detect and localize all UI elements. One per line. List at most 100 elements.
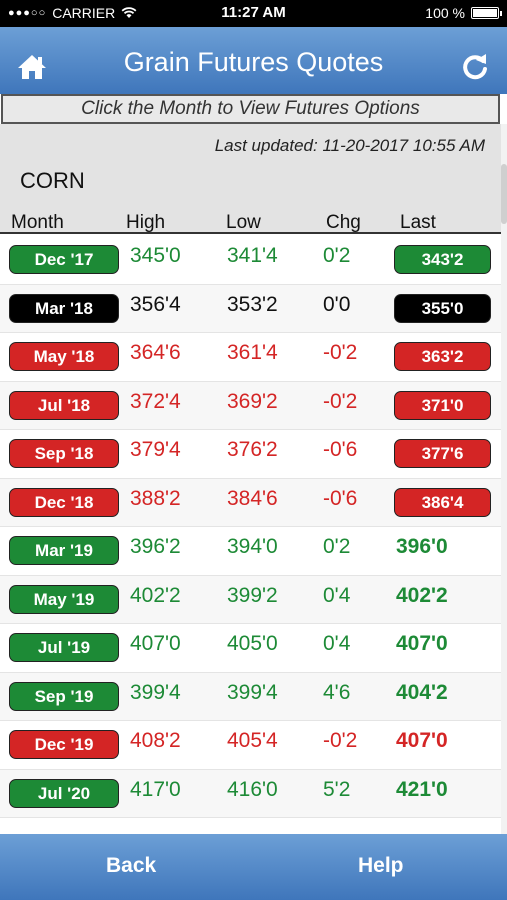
last-price-badge: 363'2 [394,342,491,371]
battery-icon [471,7,502,19]
change-value: 0'4 [323,632,351,655]
quotes-summary: Last updated: 11-20-2017 10:55 AM CORN M… [0,124,501,234]
change-value: -0'6 [323,438,358,461]
last-price-badge: 343'2 [394,245,491,274]
change-value: -0'2 [323,389,358,413]
high-value: 345'0 [130,244,181,267]
app-header: Grain Futures Quotes [0,27,507,94]
low-value: 353'2 [227,292,278,316]
change-value: 0'0 [323,292,351,316]
month-button[interactable]: May '18 [9,342,119,371]
table-row: May '19 402'2 399'2 0'4 402'2 [0,575,501,624]
month-button[interactable]: Sep '18 [9,439,119,468]
last-price-badge: 386'4 [394,487,491,517]
change-value: 0'2 [323,535,351,558]
low-value: 416'0 [227,777,278,801]
low-value: 361'4 [227,341,278,364]
high-value: 388'2 [130,486,181,510]
table-row: Jul '20 417'0 416'0 5'2 421'0 [0,769,501,818]
page-title: Grain Futures Quotes [123,47,384,77]
column-header-chg: Chg [326,212,361,233]
column-headers: Month High Low Chg Last [0,212,501,234]
refresh-icon [463,54,487,80]
month-button[interactable]: Dec '17 [9,245,119,274]
low-value: 341'4 [227,244,278,267]
last-price: 407'0 [396,729,448,752]
scrollbar[interactable] [501,124,507,834]
table-row: Jul '19 407'0 405'0 0'4 407'0 [0,624,501,673]
high-value: 356'4 [130,292,181,316]
wifi-icon [121,7,137,18]
quotes-table: Dec '17 345'0 341'4 0'2 343'2 Mar '18 356'4 353… [0,236,501,834]
last-updated-label: Last updated: 11-20-2017 10:55 AM [214,136,485,155]
table-row: Jul '18 372'4 369'2 -0'2 371'0 [0,381,501,430]
high-value: 364'6 [130,341,181,364]
instruction-banner: Click the Month to View Futures Options [1,94,500,124]
change-value: -0'6 [323,486,358,510]
battery-label: 100 % [425,5,465,21]
low-value: 384'6 [227,486,278,510]
low-value: 399'4 [227,680,278,704]
low-value: 399'2 [227,583,278,607]
low-value: 394'0 [227,535,278,558]
last-price: 402'2 [396,583,448,607]
refresh-button[interactable] [459,51,491,83]
home-button[interactable] [16,53,48,81]
footer-toolbar: Back Help [0,834,507,900]
battery-group: 100 % [425,5,502,21]
signal-icon: ●●●○○ [8,7,47,19]
high-value: 407'0 [130,632,181,655]
column-header-last: Last [400,212,436,233]
month-button[interactable]: Dec '18 [9,487,119,517]
month-button[interactable]: May '19 [9,584,119,614]
high-value: 372'4 [130,389,181,413]
change-value: 0'2 [323,244,351,267]
carrier-group: ●●●○○ CARRIER [8,5,137,21]
last-price-badge: 371'0 [394,390,491,420]
table-row: Sep '18 379'4 376'2 -0'6 377'6 [0,430,501,479]
high-value: 402'2 [130,583,181,607]
month-button[interactable]: Jul '18 [9,390,119,420]
month-button[interactable]: Jul '20 [9,778,119,808]
change-value: -0'2 [323,341,358,364]
month-button[interactable]: Sep '19 [9,681,119,711]
carrier-label: CARRIER [52,5,116,21]
change-value: 5'2 [323,777,351,801]
status-time: 11:27 AM [221,4,286,21]
table-row: Sep '19 399'4 399'4 4'6 404'2 [0,672,501,721]
table-row: May '18 364'6 361'4 -0'2 363'2 [0,333,501,382]
low-value: 369'2 [227,389,278,413]
table-row: Dec '19 408'2 405'4 -0'2 407'0 [0,721,501,770]
table-row: Dec '18 388'2 384'6 -0'6 386'4 [0,478,501,527]
last-price: 396'0 [396,535,448,558]
column-header-low: Low [226,212,261,233]
high-value: 408'2 [130,729,181,752]
table-row: Mar '19 396'2 394'0 0'2 396'0 [0,527,501,576]
month-button[interactable]: Jul '19 [9,633,119,662]
back-button[interactable]: Back [106,854,157,877]
scrollbar-thumb[interactable] [501,164,507,224]
high-value: 379'4 [130,438,181,461]
change-value: 0'4 [323,583,351,607]
high-value: 417'0 [130,777,181,801]
column-header-month: Month [11,212,64,233]
home-icon [18,55,46,79]
column-header-high: High [126,212,166,233]
change-value: -0'2 [323,729,358,752]
month-button[interactable]: Dec '19 [9,730,119,759]
low-value: 405'0 [227,632,278,655]
help-button[interactable]: Help [358,854,404,877]
last-price-badge: 377'6 [394,439,491,468]
status-bar: ●●●○○ CARRIER 11:27 AM 100 % [0,0,507,27]
last-price: 421'0 [396,777,448,801]
low-value: 376'2 [227,438,278,461]
grain-name: CORN [20,168,85,193]
change-value: 4'6 [323,680,351,704]
month-button[interactable]: Mar '19 [9,536,119,565]
last-price: 404'2 [396,680,448,704]
table-row: Dec '17 345'0 341'4 0'2 343'2 [0,236,501,285]
last-price: 407'0 [396,632,448,655]
low-value: 405'4 [227,729,278,752]
month-button[interactable]: Mar '18 [9,293,119,323]
high-value: 396'2 [130,535,181,558]
